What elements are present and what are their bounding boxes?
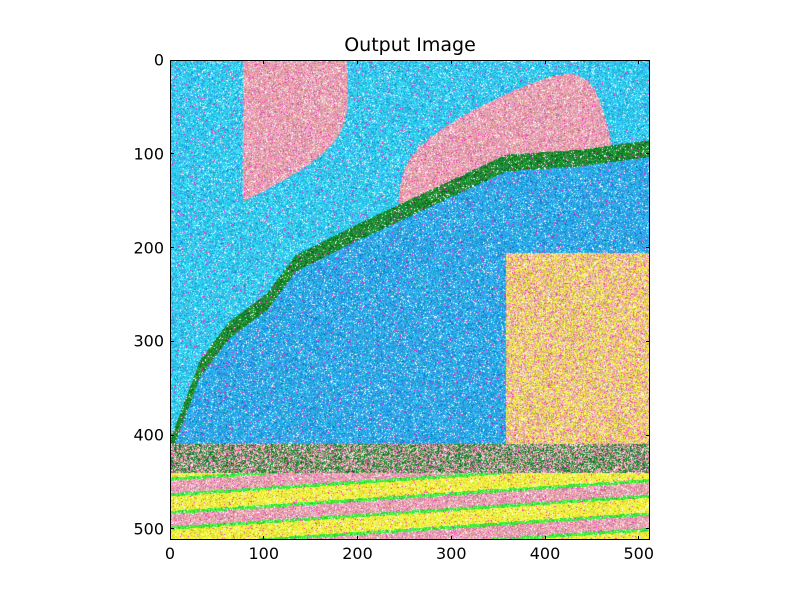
x-tick-mark [544,536,546,540]
y-tick-label: 300 [133,331,164,351]
x-tick-mark [638,536,640,540]
x-tick-label: 0 [164,544,176,563]
y-tick-mark [646,528,650,530]
x-tick-mark [263,536,265,540]
x-tick-label: 200 [342,544,373,563]
figure-title: Output Image [344,34,476,56]
y-tick-mark [646,153,650,155]
y-tick-mark [646,434,650,436]
y-tick-mark [170,340,174,342]
x-tick-mark [357,60,358,64]
x-tick-mark [544,60,546,64]
y-tick-mark [646,247,650,248]
x-tick-mark [450,536,452,540]
y-tick-label: 100 [133,144,164,164]
image-axes [170,60,650,540]
y-tick-label: 500 [133,519,164,539]
y-tick-mark [170,247,174,248]
y-tick-mark [646,340,650,342]
x-tick-mark [357,536,358,540]
x-tick-label: 500 [623,544,655,563]
x-tick-label: 100 [248,544,280,563]
x-tick-mark [638,60,640,64]
x-tick-label: 300 [435,544,467,563]
x-tick-mark [169,60,171,64]
x-tick-label: 400 [529,544,561,563]
y-tick-label: 400 [133,425,164,445]
y-tick-label: 200 [133,238,164,257]
y-tick-mark [170,59,174,61]
x-tick-mark [263,60,265,64]
y-tick-label: 0 [153,50,164,70]
y-tick-mark [170,434,174,436]
x-tick-mark [450,60,452,64]
output-image [171,61,649,539]
y-tick-mark [646,59,650,61]
y-tick-mark [170,528,174,530]
x-tick-mark [169,536,171,540]
y-tick-mark [170,153,174,155]
